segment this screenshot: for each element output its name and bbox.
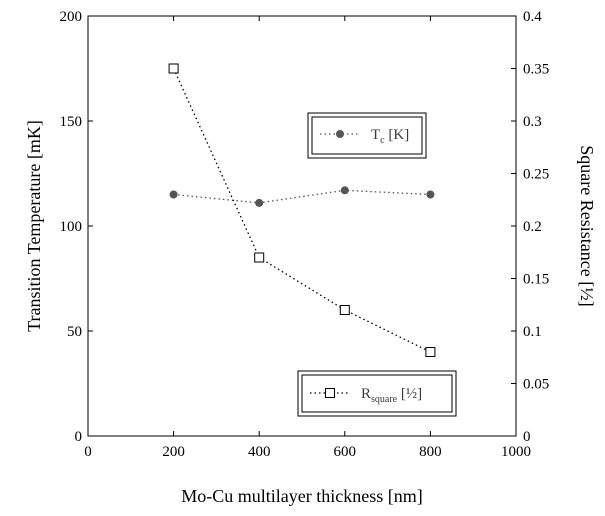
right-y-tick-label: 0.35 [523,62,549,78]
x-axis-ticks: 0 200 400 600 800 1000 [84,16,531,460]
series-line-rsquare [173,68,431,353]
tc-data-point [340,186,349,195]
left-y-tick-label: 100 [60,219,83,235]
legend-tc-frame-inner [311,116,423,155]
series-line-tc [173,189,431,204]
x-tick-label: 600 [334,444,357,460]
legend-rsquare: Rsquare [½] [297,370,457,417]
rsquare-data-point [425,347,436,357]
legend-rsquare-frame-inner [301,374,453,413]
x-tick-label: 1000 [501,444,531,460]
series-layer [168,63,436,357]
legend-rsquare-sub: square [371,394,398,405]
right-y-axis-label: Square Resistance [½] [577,145,597,306]
right-y-tick-label: 0.4 [523,9,542,25]
legend-rsquare-marker [325,388,335,398]
legend-tc-frame-outer [307,112,427,159]
legend-tc: Tc [K] [307,112,427,159]
tc-data-point [426,190,435,199]
right-y-tick-label: 0.3 [523,114,542,130]
rsquare-data-point [254,252,265,263]
x-tick-label: 200 [162,444,185,460]
legend-tc-marker [336,130,344,138]
right-y-tick-label: 0.1 [523,324,542,340]
x-tick-label: 400 [248,444,271,460]
tc-data-point [169,190,178,199]
left-y-tick-label: 50 [67,324,82,340]
left-y-tick-label: 0 [75,429,83,445]
right-y-tick-label: 0.2 [523,219,542,235]
legend-rsquare-tail: [½] [397,386,422,402]
legend-tc-tail: [K] [385,127,410,143]
x-tick-label: 800 [419,444,442,460]
rsquare-data-point [339,305,350,315]
legend-rsquare-label: Rsquare [½] [361,386,422,405]
tc-data-point [255,198,264,207]
left-y-tick-label: 150 [60,114,83,130]
left-y-axis-ticks: 0 50 100 150 200 [60,9,93,445]
left-y-tick-label: 200 [60,9,83,25]
left-y-axis-label: Transition Temperature [mK] [24,120,44,332]
legend-rsquare-main: R [361,386,371,402]
right-y-tick-label: 0 [523,429,531,445]
legend-tc-sub: c [380,135,385,146]
right-y-axis-ticks: 0 0.05 0.1 0.15 0.2 0.25 0.3 0.35 0.4 [511,9,549,445]
right-y-tick-label: 0.25 [523,167,549,183]
rsquare-data-point [168,63,179,74]
legend-tc-label: Tc [K] [371,127,409,146]
right-y-tick-label: 0.05 [523,377,549,393]
right-y-tick-label: 0.15 [523,272,549,288]
x-tick-label: 0 [84,444,92,460]
x-axis-label: Mo-Cu multilayer thickness [nm] [181,486,422,506]
legend-tc-main: T [371,127,380,143]
